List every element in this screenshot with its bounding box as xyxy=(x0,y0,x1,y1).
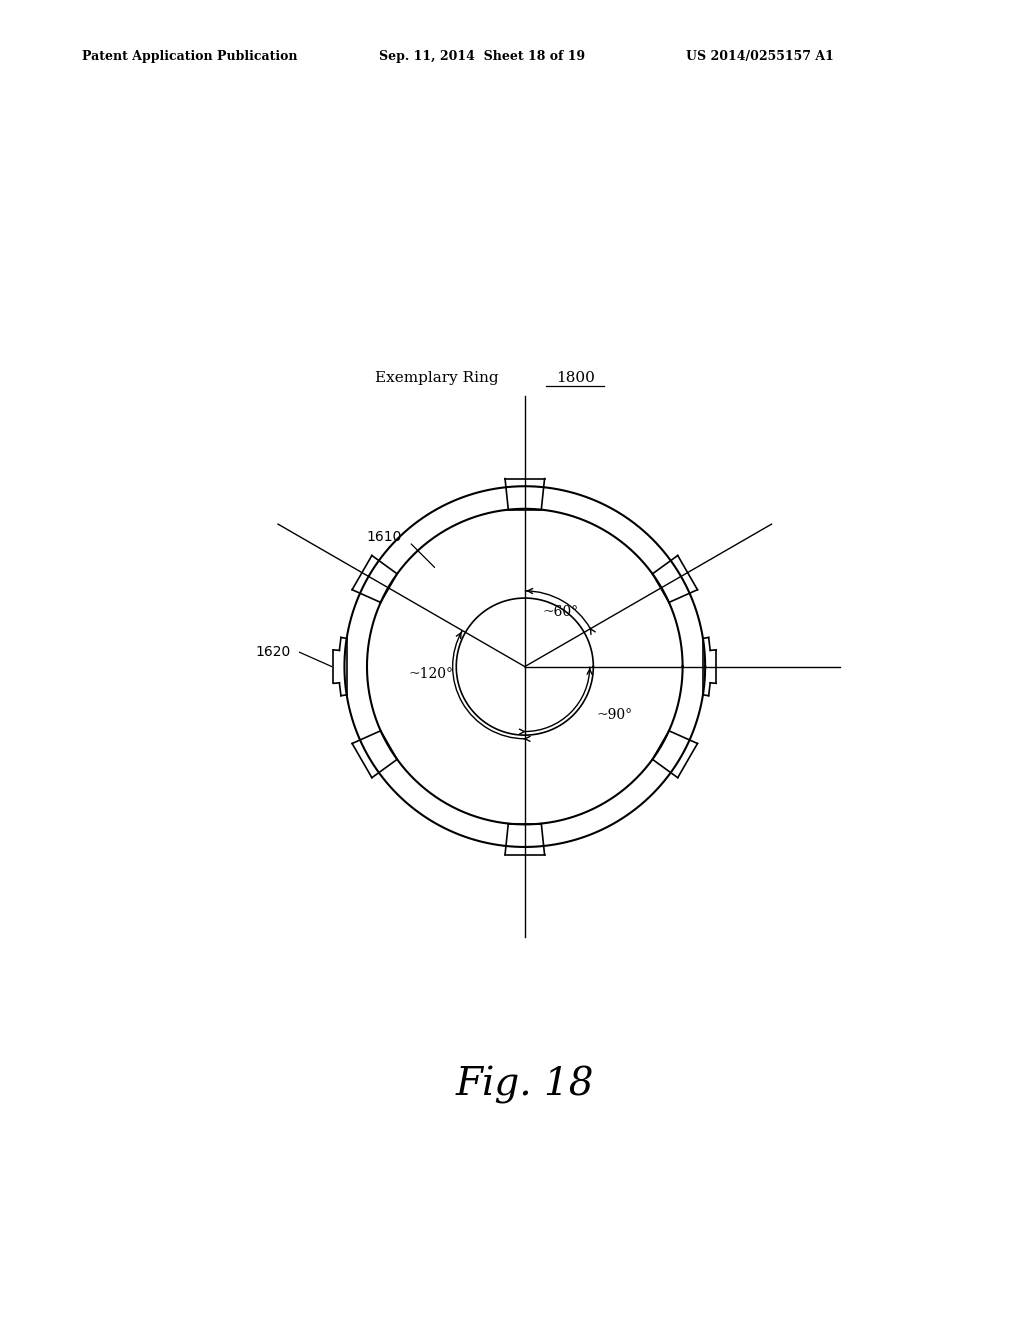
Text: ~120°: ~120° xyxy=(409,667,454,681)
Text: Fig. 18: Fig. 18 xyxy=(456,1067,594,1104)
Text: 1800: 1800 xyxy=(556,371,595,385)
Text: ~90°: ~90° xyxy=(597,709,633,722)
Text: ~60°: ~60° xyxy=(543,606,579,619)
Text: 1620: 1620 xyxy=(255,645,291,659)
Text: Exemplary Ring: Exemplary Ring xyxy=(375,371,503,385)
Text: Patent Application Publication: Patent Application Publication xyxy=(82,50,297,63)
Text: 1610: 1610 xyxy=(367,529,402,544)
Text: Sep. 11, 2014  Sheet 18 of 19: Sep. 11, 2014 Sheet 18 of 19 xyxy=(379,50,585,63)
Text: US 2014/0255157 A1: US 2014/0255157 A1 xyxy=(686,50,834,63)
